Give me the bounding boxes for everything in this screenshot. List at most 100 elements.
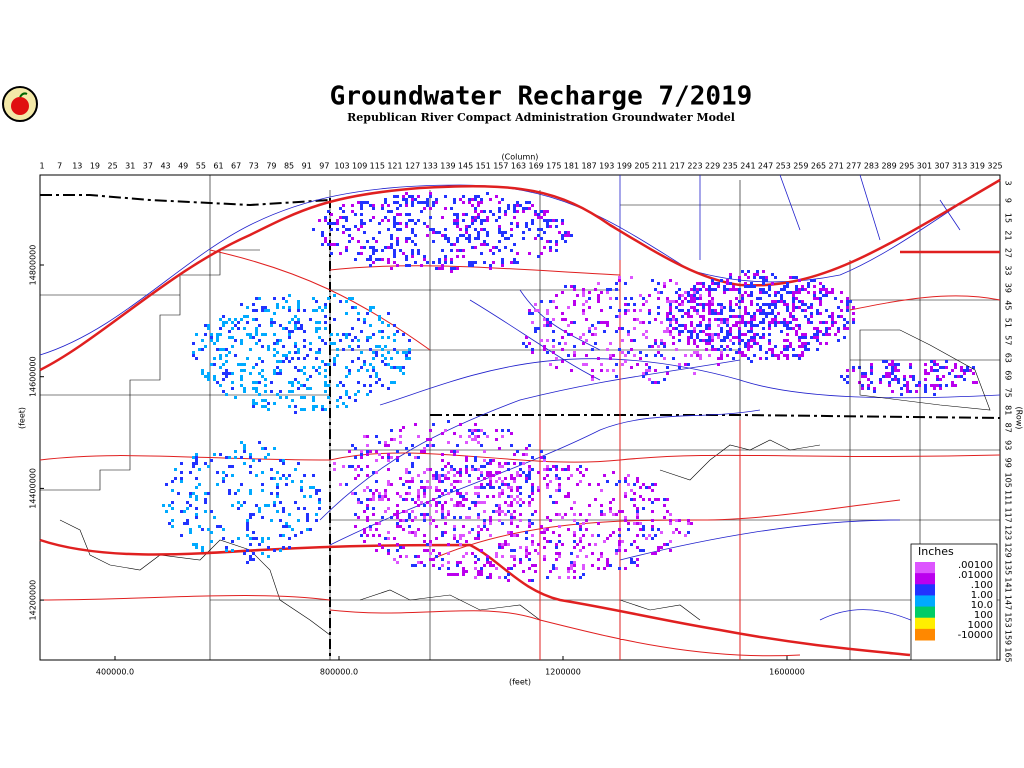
- recharge-cell: [303, 339, 306, 342]
- recharge-cell: [543, 477, 546, 480]
- recharge-cell: [555, 240, 558, 243]
- recharge-cell: [657, 381, 660, 384]
- recharge-cell: [456, 225, 459, 228]
- recharge-cell: [666, 510, 669, 513]
- recharge-cell: [753, 333, 756, 336]
- recharge-cell: [486, 483, 489, 486]
- recharge-cell: [582, 474, 585, 477]
- column-tick-label: 193: [599, 162, 614, 171]
- recharge-cell: [330, 252, 333, 255]
- recharge-cell: [390, 516, 393, 519]
- recharge-cell: [396, 240, 399, 243]
- recharge-cell: [510, 432, 513, 435]
- recharge-cell: [582, 363, 585, 366]
- recharge-cell: [615, 549, 618, 552]
- recharge-cell: [393, 438, 396, 441]
- recharge-cell: [696, 345, 699, 348]
- recharge-cell: [786, 282, 789, 285]
- recharge-cell: [774, 300, 777, 303]
- recharge-cell: [636, 534, 639, 537]
- recharge-cell: [438, 552, 441, 555]
- recharge-cell: [246, 549, 249, 552]
- recharge-cell: [801, 288, 804, 291]
- recharge-cell: [426, 201, 429, 204]
- recharge-cell: [774, 303, 777, 306]
- recharge-cell: [360, 219, 363, 222]
- recharge-cell: [405, 468, 408, 471]
- recharge-cell: [915, 384, 918, 387]
- recharge-cell: [609, 510, 612, 513]
- recharge-cell: [330, 243, 333, 246]
- recharge-cell: [579, 528, 582, 531]
- recharge-cell: [657, 312, 660, 315]
- recharge-cell: [372, 306, 375, 309]
- legend-swatch: [915, 628, 935, 641]
- recharge-cell: [393, 255, 396, 258]
- recharge-cell: [582, 303, 585, 306]
- recharge-cell: [378, 231, 381, 234]
- recharge-cell: [561, 516, 564, 519]
- recharge-cell: [600, 321, 603, 324]
- recharge-cell: [333, 468, 336, 471]
- recharge-cell: [258, 372, 261, 375]
- recharge-cell: [774, 306, 777, 309]
- recharge-cell: [300, 480, 303, 483]
- recharge-cell: [510, 516, 513, 519]
- recharge-cell: [729, 300, 732, 303]
- recharge-cell: [819, 321, 822, 324]
- recharge-cell: [588, 327, 591, 330]
- recharge-cell: [549, 363, 552, 366]
- recharge-cell: [693, 294, 696, 297]
- recharge-cell: [762, 270, 765, 273]
- recharge-cell: [624, 477, 627, 480]
- recharge-cell: [390, 246, 393, 249]
- recharge-cell: [717, 303, 720, 306]
- recharge-cell: [381, 219, 384, 222]
- recharge-cell: [750, 330, 753, 333]
- recharge-cell: [408, 264, 411, 267]
- recharge-cell: [438, 495, 441, 498]
- recharge-cell: [831, 318, 834, 321]
- recharge-cell: [693, 351, 696, 354]
- recharge-cell: [759, 288, 762, 291]
- recharge-cell: [657, 282, 660, 285]
- recharge-cell: [525, 480, 528, 483]
- recharge-cell: [243, 462, 246, 465]
- recharge-cell: [648, 321, 651, 324]
- recharge-cell: [354, 492, 357, 495]
- recharge-cell: [477, 195, 480, 198]
- recharge-cell: [705, 303, 708, 306]
- recharge-cell: [564, 318, 567, 321]
- recharge-cell: [723, 339, 726, 342]
- recharge-cell: [789, 276, 792, 279]
- recharge-cell: [195, 459, 198, 462]
- recharge-cell: [606, 348, 609, 351]
- recharge-cell: [894, 363, 897, 366]
- recharge-cell: [441, 534, 444, 537]
- recharge-cell: [210, 336, 213, 339]
- recharge-cell: [195, 513, 198, 516]
- recharge-cell: [804, 315, 807, 318]
- legend-swatch: [915, 573, 935, 585]
- recharge-cell: [513, 498, 516, 501]
- recharge-cell: [441, 474, 444, 477]
- recharge-cell: [411, 564, 414, 567]
- recharge-cell: [459, 480, 462, 483]
- recharge-cell: [723, 321, 726, 324]
- recharge-cell: [747, 342, 750, 345]
- recharge-cell: [792, 306, 795, 309]
- recharge-cell: [450, 267, 453, 270]
- recharge-cell: [765, 291, 768, 294]
- recharge-cell: [441, 249, 444, 252]
- recharge-cell: [216, 336, 219, 339]
- recharge-cell: [354, 399, 357, 402]
- recharge-cell: [762, 318, 765, 321]
- recharge-cell: [405, 192, 408, 195]
- recharge-cell: [456, 255, 459, 258]
- recharge-cell: [570, 552, 573, 555]
- recharge-cell: [396, 492, 399, 495]
- recharge-cell: [591, 324, 594, 327]
- recharge-cell: [240, 318, 243, 321]
- recharge-cell: [483, 228, 486, 231]
- column-tick-label: 181: [564, 162, 579, 171]
